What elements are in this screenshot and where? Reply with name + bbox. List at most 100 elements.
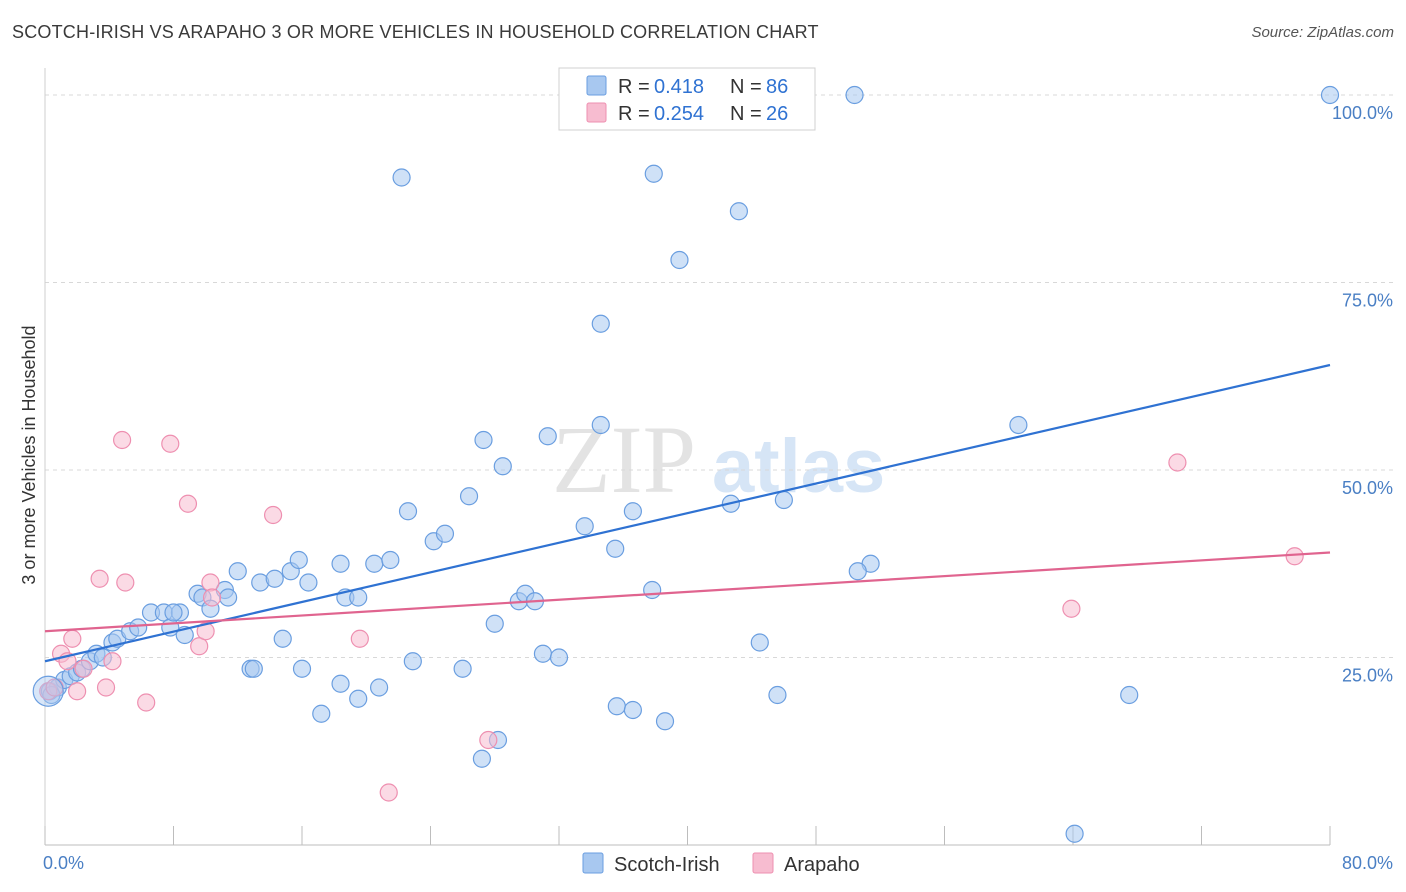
watermark-zip: ZIP: [552, 406, 696, 513]
y-tick-label: 100.0%: [1332, 103, 1393, 123]
arapaho-point: [190, 637, 209, 656]
arapaho-point: [63, 629, 82, 648]
arapaho-point: [90, 569, 109, 588]
arapaho-point: [379, 783, 398, 802]
scotch-irish-point: [265, 569, 284, 588]
scotch-irish-point: [485, 614, 504, 633]
scotch-irish-point: [403, 652, 422, 671]
legend-n-label: N =: [730, 103, 762, 125]
scotch-irish-point: [848, 562, 867, 581]
scotch-irish-point: [164, 603, 183, 622]
scotch-irish-point: [472, 749, 491, 768]
arapaho-point: [96, 678, 116, 697]
scotch-irish-point: [644, 164, 663, 183]
scotch-irish-point: [459, 487, 479, 506]
y-tick-label: 75.0%: [1342, 291, 1393, 311]
arapaho-point: [196, 622, 215, 641]
scotch-irish-point: [219, 588, 238, 607]
scotch-irish-point: [845, 85, 864, 105]
scotch-irish-point: [538, 427, 557, 446]
scotch-irish-point: [643, 580, 662, 600]
trend-lines: [44, 363, 1331, 663]
scotch-irish-point: [1009, 415, 1028, 435]
scotch-irish-point: [750, 633, 769, 652]
scotch-irish-trend-line: [44, 363, 1331, 663]
legend-n-value: 26: [766, 103, 788, 125]
scotch-irish-point: [292, 659, 312, 678]
scotch-irish-point: [670, 250, 689, 270]
grid: [45, 94, 1395, 658]
scotch-irish-point: [349, 588, 368, 607]
arapaho-point: [178, 494, 198, 513]
bottom-legend-swatch-scotch-irish: [582, 852, 604, 874]
scotch-irish-point: [493, 457, 512, 476]
scotch-irish-point: [299, 573, 318, 592]
arapaho-point: [350, 629, 369, 648]
scotch-irish-point: [331, 554, 350, 573]
scotch-irish-point: [398, 502, 418, 521]
arapaho-point: [161, 434, 180, 453]
arapaho-point: [201, 573, 220, 592]
scotch-irish-point: [381, 550, 400, 570]
scotch-irish-point: [591, 314, 610, 333]
scotch-irish-point: [349, 689, 368, 708]
scotch-irish-point: [533, 644, 553, 663]
scotch-irish-point: [273, 629, 292, 648]
y-tick-label: 25.0%: [1342, 666, 1393, 686]
scotch-irish-point: [392, 168, 411, 187]
scotch-irish-point: [774, 490, 793, 510]
bottom-legend: Scotch-Irish Arapaho: [582, 852, 860, 876]
y-axis-title: 3 or more Vehicles in Household: [19, 325, 39, 584]
scotch-irish-point: [474, 430, 493, 450]
arapaho-point: [112, 430, 132, 450]
arapaho-point: [202, 588, 222, 607]
x-tick-label: 80.0%: [1342, 853, 1393, 873]
watermark: ZIP atlas: [552, 406, 885, 513]
arapaho-trend-line: [44, 551, 1331, 633]
scotch-irish-point: [768, 685, 787, 705]
scotch-irish-point: [607, 697, 626, 716]
arapaho-point: [263, 505, 283, 525]
legend-r-value: 0.254: [654, 103, 704, 125]
scotch-irish-point: [549, 648, 569, 667]
scotch-irish-point: [365, 554, 384, 573]
tick-labels: 25.0% 50.0% 75.0% 100.0% 0.0% 80.0%: [43, 103, 1393, 873]
scotch-irish-point: [453, 659, 472, 678]
scotch-irish-point: [331, 674, 350, 693]
arapaho-point: [1168, 453, 1187, 472]
arapaho-point: [1285, 547, 1304, 566]
legend-r-label: R =: [618, 76, 650, 98]
scotch-irish-point: [312, 704, 331, 723]
arapaho-point: [116, 573, 135, 592]
legend-n-label: N =: [730, 76, 762, 98]
legend-r-label: R =: [618, 103, 650, 125]
scotch-irish-point: [289, 550, 308, 570]
scotch-irish-point: [1065, 824, 1084, 843]
legend-swatch-pink: [586, 102, 607, 123]
scotch-irish-point: [606, 539, 625, 558]
chart-title: SCOTCH-IRISH VS ARAPAHO 3 OR MORE VEHICL…: [12, 22, 819, 42]
arapaho-point: [137, 693, 156, 712]
scotch-irish-point: [591, 415, 610, 435]
data-points: [32, 85, 1340, 843]
legend-n-value: 86: [766, 76, 788, 98]
arapaho-point: [479, 730, 498, 750]
legend: R = 0.418 N = 86 R = 0.254 N = 26: [558, 67, 816, 131]
scotch-irish-point: [655, 712, 675, 731]
scotch-irish-point: [228, 562, 247, 581]
legend-r-value: 0.418: [654, 76, 704, 98]
scotch-irish-point: [32, 675, 64, 707]
scotch-irish-point: [623, 502, 642, 521]
scotch-irish-point: [129, 618, 148, 637]
x-tick-label: 0.0%: [43, 853, 84, 873]
scotch-irish-point: [435, 524, 455, 543]
arapaho-point: [74, 659, 93, 678]
watermark-atlas: atlas: [712, 424, 885, 509]
y-tick-label: 50.0%: [1342, 478, 1393, 498]
scotch-irish-point: [1120, 685, 1139, 705]
scotch-irish-point: [244, 659, 263, 678]
scotch-irish-point: [575, 517, 594, 536]
bottom-legend-label-scotch-irish: Scotch-Irish: [614, 854, 720, 876]
bottom-legend-label-arapaho: Arapaho: [784, 854, 860, 876]
